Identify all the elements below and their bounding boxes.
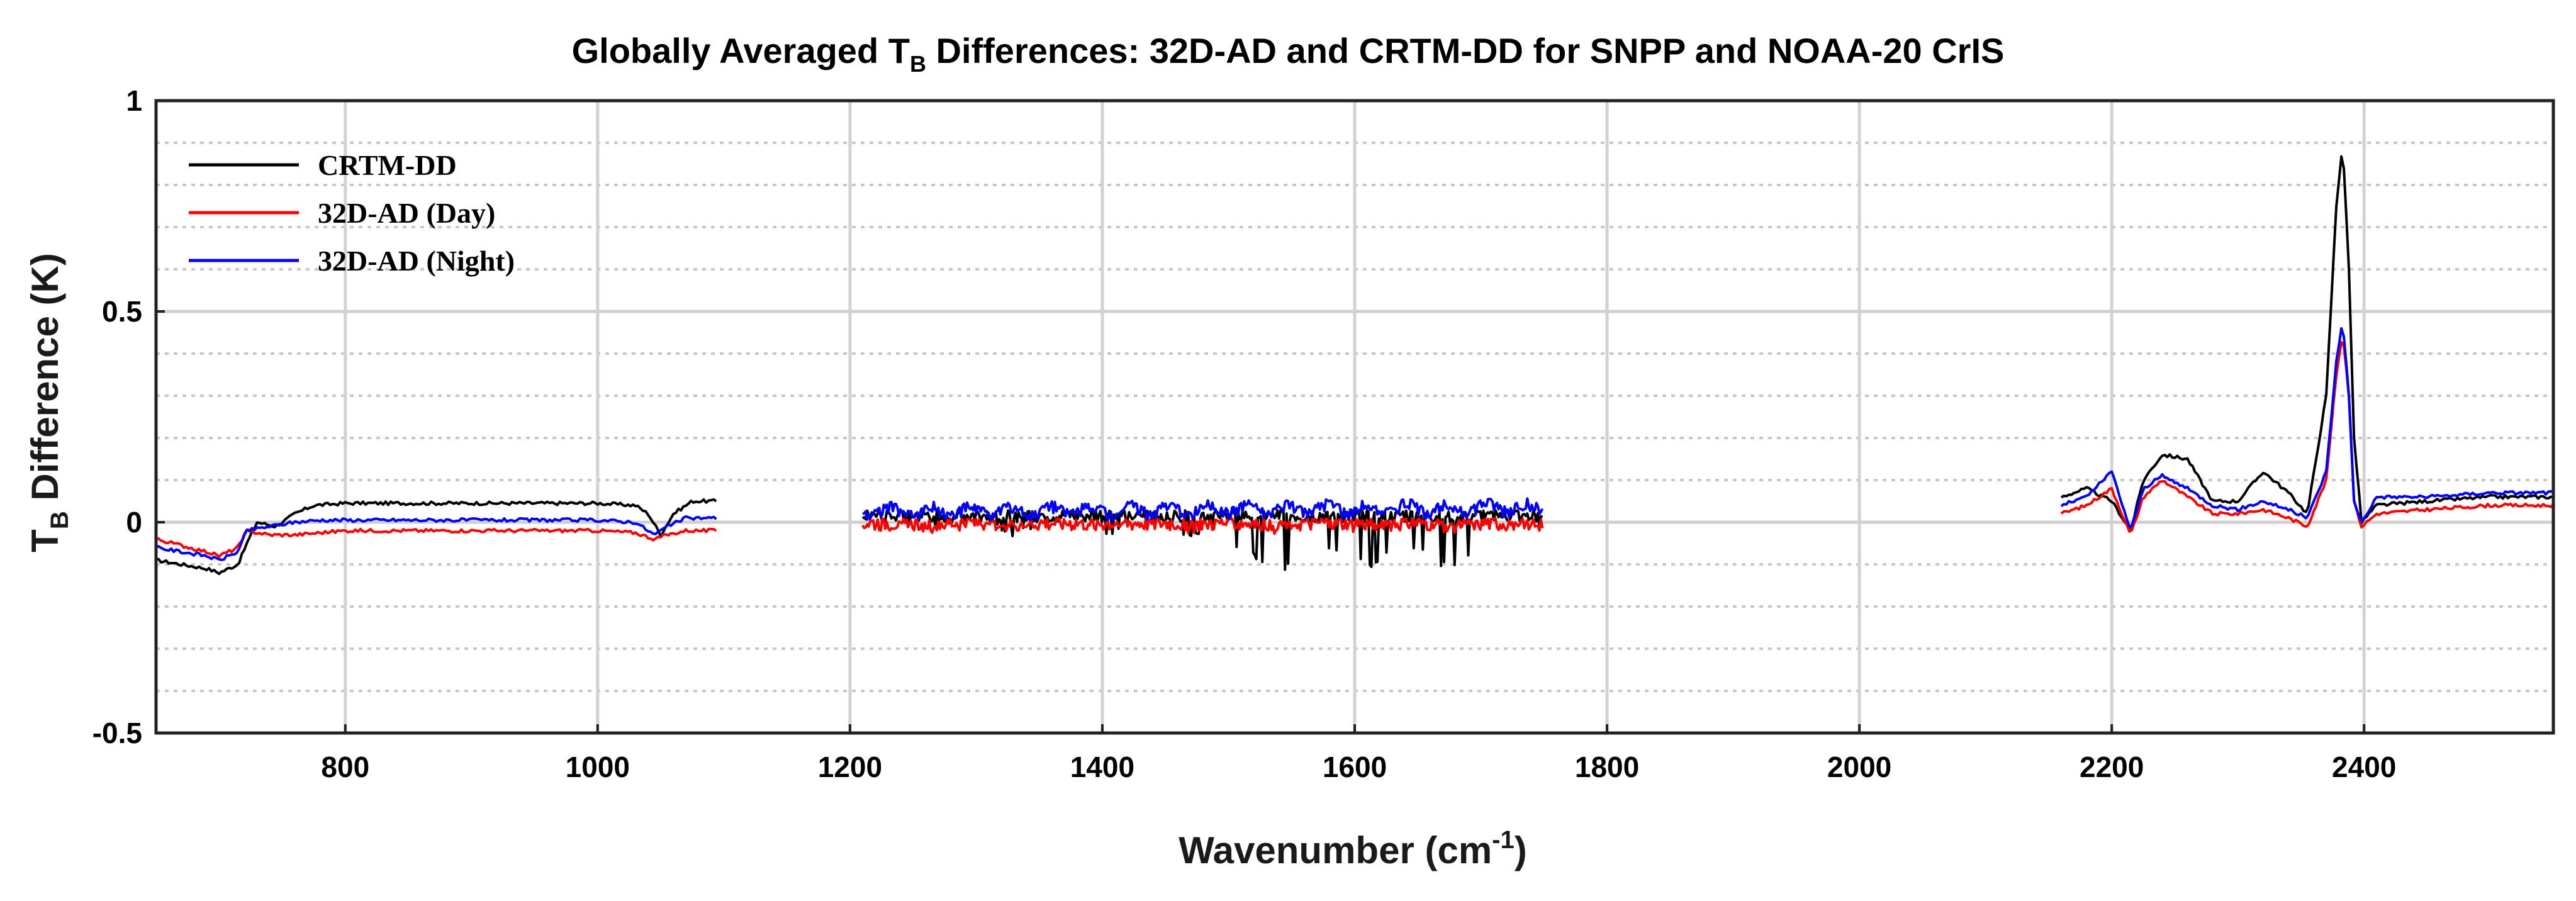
y-axis-label-suffix: Difference (K)	[24, 253, 66, 511]
y-tick-label: 0	[126, 506, 142, 539]
legend-label-32d-ad-night: 32D-AD (Night)	[318, 245, 515, 277]
series-line-segment	[155, 515, 717, 561]
x-tick-label: 1600	[1323, 751, 1387, 783]
x-tick-label: 1800	[1575, 751, 1639, 783]
x-axis-label: Wavenumber (cm-1)	[1179, 826, 1526, 871]
y-axis-label-sub: B	[46, 511, 74, 529]
x-tick-label: 2200	[2080, 751, 2144, 783]
chart-title-suffix: Differences: 32D-AD and CRTM-DD for SNPP…	[926, 31, 2004, 70]
x-tick-label: 1200	[818, 751, 882, 783]
chart-title-sub: B	[910, 51, 926, 77]
x-tick-label: 1000	[566, 751, 630, 783]
y-axis-ticks: -0.5 0 0.5 1	[92, 84, 165, 749]
y-axis-label: TB Difference (K)	[24, 253, 74, 552]
grid-lines	[156, 101, 2553, 733]
series-line-segment	[155, 498, 717, 576]
series-line-segment	[862, 497, 1544, 522]
series-layer	[155, 155, 2555, 576]
series-32d-ad-night	[155, 327, 2554, 561]
x-axis-label-close: )	[1515, 829, 1527, 871]
x-axis-label-sup: -1	[1492, 826, 1515, 854]
y-tick-label: -0.5	[92, 717, 142, 749]
x-axis-label-text: Wavenumber (cm	[1179, 829, 1492, 871]
series-line-segment	[2060, 340, 2555, 533]
x-tick-label: 2400	[2332, 751, 2396, 783]
y-tick-label: 0.5	[102, 295, 142, 328]
x-tick-label: 800	[321, 751, 369, 783]
chart-title-prefix: Globally Averaged T	[572, 31, 910, 70]
chart-title: Globally Averaged TB Differences: 32D-AD…	[572, 31, 2005, 77]
series-line-segment	[2060, 327, 2554, 528]
series-line-segment	[861, 517, 1544, 535]
legend: CRTM-DD 32D-AD (Day) 32D-AD (Night)	[189, 149, 515, 277]
legend-label-crtm-dd: CRTM-DD	[318, 149, 457, 181]
y-tick-label: 1	[126, 84, 142, 117]
x-tick-label: 2000	[1827, 751, 1891, 783]
series-line-segment	[2060, 155, 2554, 530]
legend-label-32d-ad-day: 32D-AD (Day)	[318, 197, 495, 229]
x-tick-label: 1400	[1070, 751, 1134, 783]
y-axis-label-prefix: T	[24, 529, 66, 552]
x-axis-ticks: 800 1000 1200 1400 1600 1800 2000 2200 2400	[321, 724, 2396, 783]
series-line-segment	[861, 509, 1543, 571]
